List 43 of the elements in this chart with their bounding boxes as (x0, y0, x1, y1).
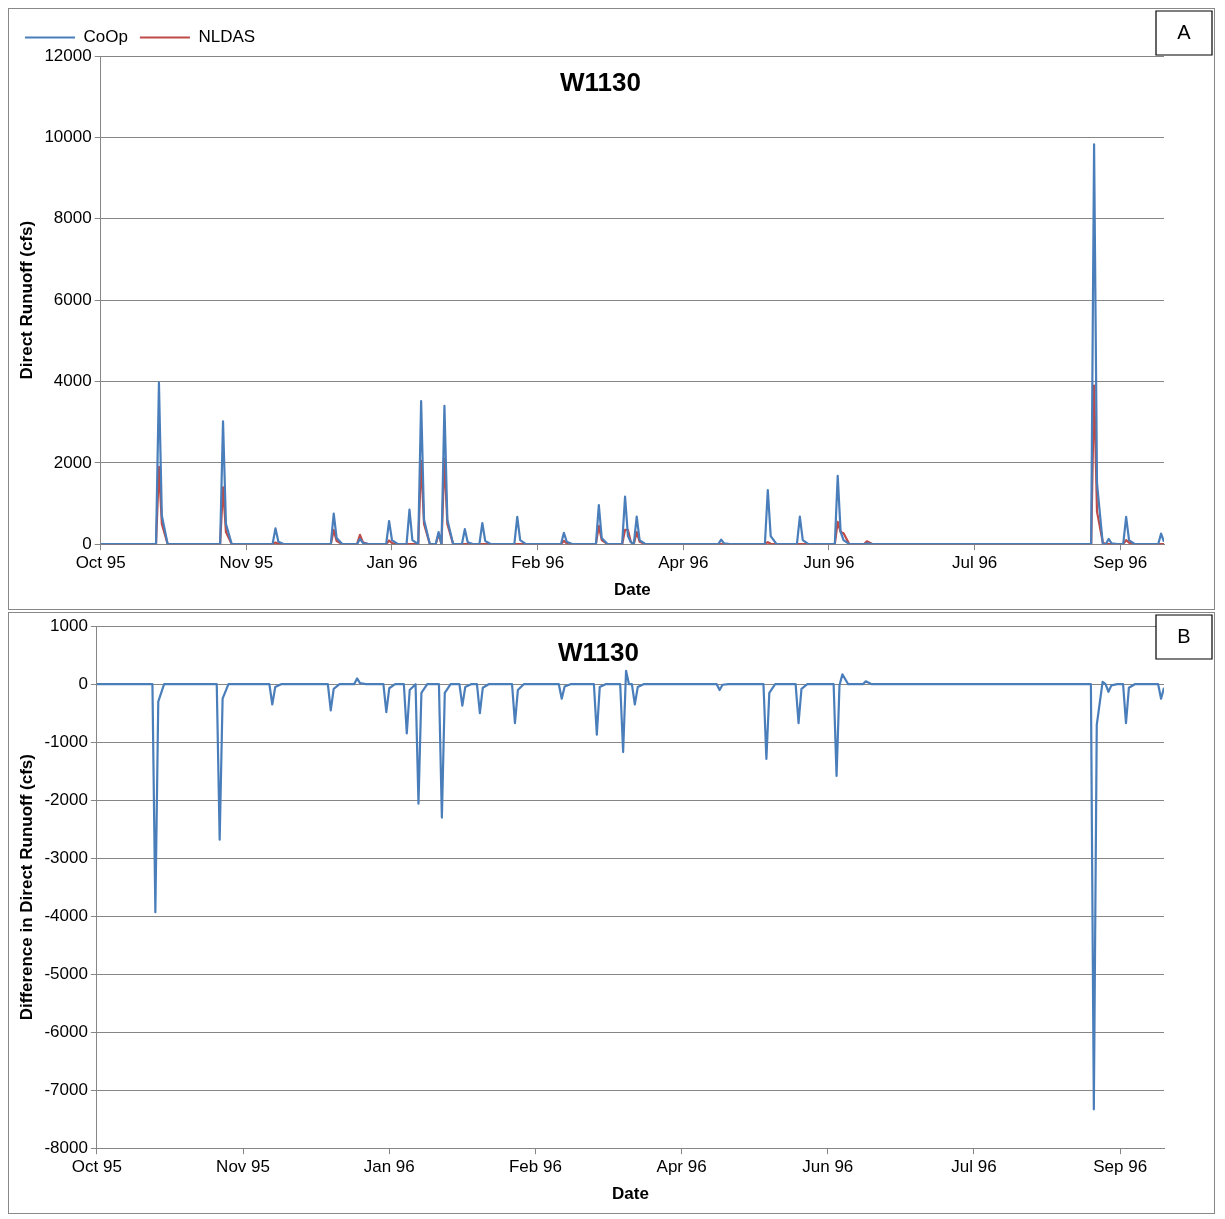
y-tick-label: 8000 (53, 208, 92, 228)
x-tick-label: Jan 96 (366, 553, 418, 573)
text: A (1177, 20, 1192, 43)
y-tick-label: 12000 (44, 45, 92, 65)
y-axis-title: Difference in Direct Runuoff (cfs) (16, 754, 36, 1021)
y-tick-label: 1000 (50, 615, 88, 635)
x-tick-label: Feb 96 (511, 553, 565, 573)
x-tick-label: Nov 95 (216, 1157, 270, 1177)
x-tick-label: Oct 95 (75, 553, 126, 573)
y-tick-label: -3000 (44, 847, 88, 867)
legend-label: CoOp (83, 27, 128, 47)
y-tick-label: -8000 (44, 1137, 88, 1157)
x-tick-label: Jul 96 (951, 553, 998, 573)
text: B (1177, 624, 1191, 647)
y-tick-label: 2000 (53, 452, 92, 472)
x-axis-title: Date (612, 1184, 649, 1204)
y-tick-label: -4000 (44, 905, 88, 925)
x-axis-title: Date (613, 580, 651, 600)
x-tick-label: Apr 96 (658, 553, 709, 573)
y-tick-label: 0 (78, 673, 88, 693)
x-tick-label: Sep 96 (1093, 553, 1148, 573)
x-tick-label: Jul 96 (951, 1157, 997, 1177)
x-tick-label: Jun 96 (802, 1157, 854, 1177)
y-axis-title: Direct Runuoff (cfs) (16, 220, 36, 380)
x-tick-label: Jun 96 (803, 553, 855, 573)
y-tick-label: 10000 (44, 127, 92, 147)
y-tick-label: -7000 (44, 1079, 88, 1099)
x-tick-label: Feb 96 (508, 1157, 562, 1177)
y-tick-label: -1000 (44, 731, 88, 751)
y-tick-label: 0 (82, 533, 92, 553)
x-tick-label: Nov 95 (219, 553, 274, 573)
y-tick-label: -6000 (44, 1021, 88, 1041)
chart-title: W1130 (557, 637, 639, 668)
y-tick-label: -2000 (44, 789, 88, 809)
x-tick-label: Jan 96 (363, 1157, 415, 1177)
x-tick-label: Apr 96 (656, 1157, 707, 1177)
chart-title: W1130 (559, 67, 641, 98)
x-tick-label: Oct 95 (71, 1157, 122, 1177)
legend-label: NLDAS (198, 27, 256, 47)
y-tick-label: 6000 (53, 289, 92, 309)
y-tick-label: -5000 (44, 963, 88, 983)
x-tick-label: Sep 96 (1093, 1157, 1148, 1177)
y-tick-label: 4000 (53, 371, 92, 391)
